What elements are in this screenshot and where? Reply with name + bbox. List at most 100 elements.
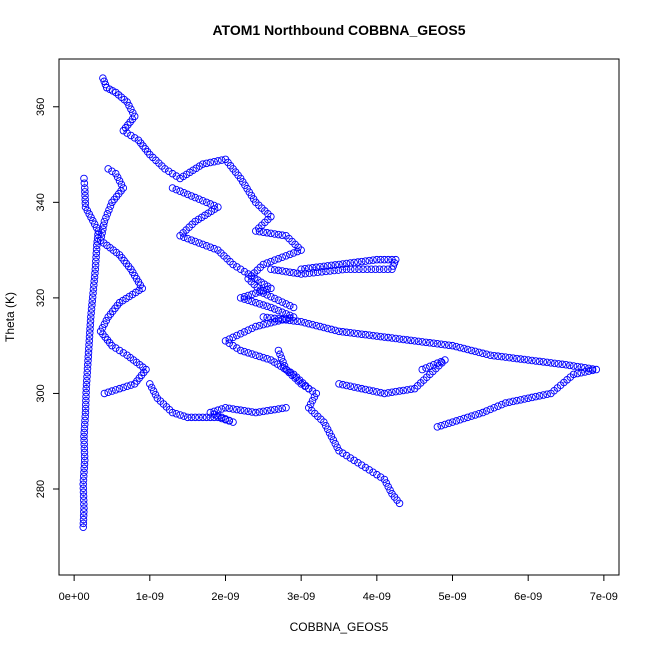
connector-segment [482,402,506,413]
data-point [252,322,260,331]
data-point [460,344,468,353]
connector-segment [82,508,85,528]
data-point [146,380,154,388]
data-point [524,356,532,364]
data-point [316,322,324,331]
data-point [539,391,548,399]
data-point [282,404,290,412]
connector-segment [104,202,113,222]
x-tick-label: 4e-09 [363,591,391,603]
connector-segment [338,450,355,461]
data-point [202,159,211,168]
data-point [399,386,408,395]
connector-segment [361,388,385,394]
data-point [102,213,110,222]
data-point [388,388,396,397]
data-point [206,243,215,251]
data-point [202,198,211,207]
data-point [225,339,234,348]
data-point [267,265,275,273]
data-point [161,165,169,173]
data-point [386,486,394,494]
data-point [255,227,264,236]
data-point [206,200,215,208]
data-point [248,290,256,299]
data-point [240,347,249,356]
data-point [475,348,483,357]
data-point [320,262,328,271]
data-point [195,195,203,203]
data-point [322,421,330,430]
connector-segment [88,316,92,341]
data-point [342,328,351,337]
data-point [101,80,110,89]
data-point [577,368,585,377]
data-point [282,300,290,308]
data-point [202,242,211,250]
data-point [342,381,351,390]
data-point [384,389,392,397]
data-point [233,344,241,352]
data-point [532,392,540,401]
connector-segment [528,359,567,366]
data-point [115,346,124,355]
data-point [255,288,264,296]
data-point [282,310,290,318]
connector-segment [96,230,99,246]
data-point [263,407,271,415]
data-point [357,330,366,338]
connector-segment [263,316,302,323]
data-point [550,359,559,368]
data-point [270,314,279,323]
data-point [486,351,495,359]
data-point [354,384,362,392]
data-point [524,394,532,402]
data-point [357,384,366,393]
data-point [206,158,215,167]
data-point [505,398,514,406]
data-point [516,396,525,404]
data-point [89,289,97,297]
data-point [429,339,438,348]
data-point [305,269,314,277]
data-point [528,356,536,365]
data-point [329,436,338,444]
data-point [276,350,284,359]
data-point [532,357,540,365]
data-point [263,229,271,237]
connector-segment [202,159,226,165]
data-point [214,411,222,420]
data-point [244,407,252,416]
connector-segment [134,369,147,385]
data-point [274,315,283,323]
connector-segment [232,264,249,275]
data-point [494,402,502,410]
data-point [267,257,275,266]
data-point [543,358,551,367]
connector-segment [384,388,415,394]
data-point [308,396,317,405]
data-point [191,237,199,246]
data-point [255,321,264,330]
data-point [88,293,97,301]
data-point [270,256,279,264]
data-point [100,389,109,398]
data-point [293,317,302,326]
data-point [217,405,226,413]
data-point [119,383,128,392]
data-point [199,196,207,205]
data-point [407,385,415,394]
data-point [274,405,283,413]
connector-segment [115,173,124,189]
data-point [108,198,116,207]
data-point [301,318,309,327]
data-point [108,167,116,176]
data-point [259,353,268,362]
data-point [304,384,313,393]
data-point [354,258,362,266]
connector-segment [255,216,272,232]
data-point [433,423,442,431]
data-point [354,458,362,467]
data-point [289,269,298,277]
data-point [323,425,332,434]
